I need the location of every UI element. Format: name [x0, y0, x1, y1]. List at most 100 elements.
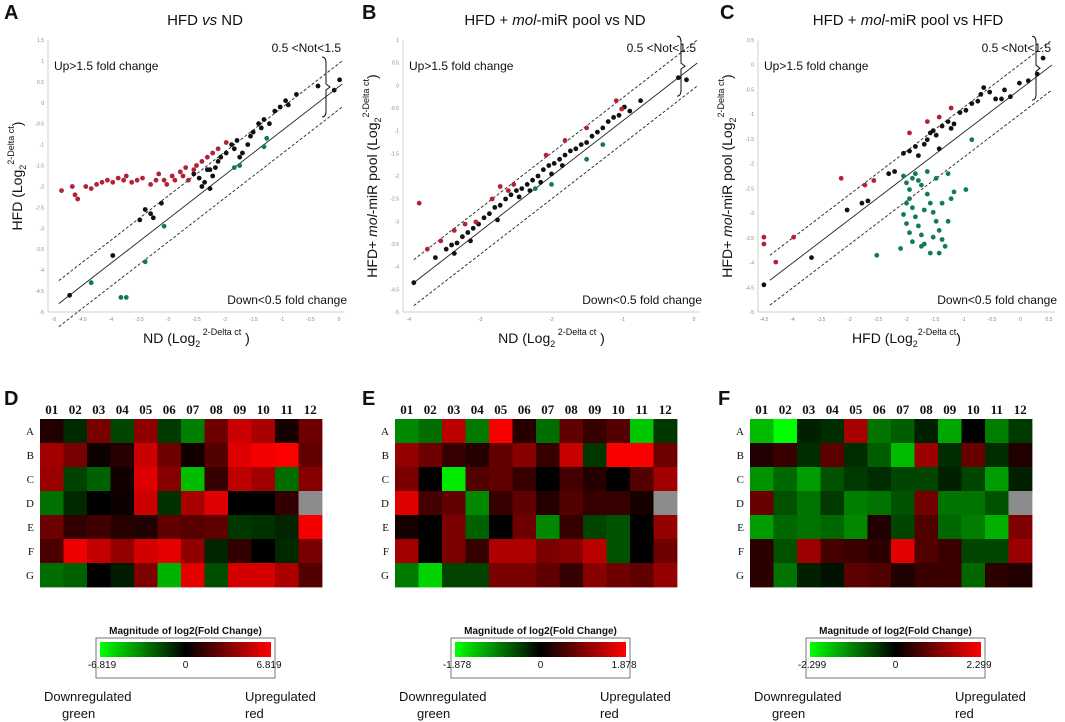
- heatmap-cell: [536, 515, 560, 540]
- heatmap-cell: [489, 515, 513, 540]
- downregulated-point: [123, 295, 129, 300]
- unchanged-point: [285, 102, 291, 108]
- heatmap-row-label: G: [381, 570, 389, 582]
- y-tick-label: -0.5: [35, 122, 44, 128]
- y-tick-label: -4.5: [745, 285, 754, 291]
- heatmap-cell: [418, 539, 443, 564]
- unchanged-point: [1025, 78, 1031, 84]
- y-tick-label: -1.5: [745, 137, 754, 143]
- heatmap-column-label: 02: [69, 402, 82, 417]
- x-tick-label: -4: [109, 317, 114, 323]
- heatmap-cell: [938, 515, 962, 540]
- heatmap-cell: [797, 491, 821, 516]
- downregulated-point: [927, 250, 933, 256]
- upregulated-point: [83, 184, 89, 189]
- unchanged-point: [204, 167, 210, 173]
- heatmap-cell: [110, 443, 135, 468]
- upregulated-point: [424, 246, 430, 252]
- unchanged-point: [568, 148, 573, 154]
- legend-frame: [805, 637, 986, 679]
- unchanged-point: [527, 188, 533, 194]
- unchanged-point: [616, 112, 622, 118]
- legend-max: 1.878: [611, 660, 636, 671]
- heatmap-cell: [40, 443, 64, 468]
- downregulated-point: [939, 200, 945, 206]
- heatmap-cell: [630, 539, 654, 564]
- heatmap-cell: [465, 419, 490, 444]
- unchanged-point: [202, 179, 208, 185]
- heatmap-cell: [536, 539, 560, 564]
- downregulated-point: [264, 135, 270, 141]
- heatmap-cell: [228, 563, 252, 588]
- upregulated-point: [110, 179, 116, 185]
- annotation-up: Up>1.5 fold change: [764, 59, 869, 73]
- downregulated-point: [945, 218, 951, 224]
- legend-color-bar: [455, 642, 626, 657]
- downregulated-point: [930, 209, 936, 215]
- unchanged-point: [589, 133, 595, 139]
- unchanged-point: [258, 125, 264, 131]
- heatmap-cell: [489, 443, 513, 468]
- heatmap-cell: [298, 491, 323, 516]
- heatmap-cell: [465, 491, 490, 516]
- heatmap-cell: [181, 419, 205, 444]
- unchanged-point: [1002, 87, 1007, 93]
- upregulated-point: [94, 182, 99, 187]
- legend-min: -6.819: [88, 660, 117, 671]
- unchanged-point: [987, 89, 993, 95]
- heatmap-cell: [773, 515, 798, 540]
- heatmap-row-label: D: [736, 498, 744, 510]
- upregulated-point: [473, 219, 479, 225]
- downregulated-point: [924, 191, 930, 197]
- heatmap-cell: [40, 563, 64, 588]
- heatmap-cell: [773, 563, 798, 588]
- legend-up-label: Upregulated: [955, 689, 1026, 704]
- heatmap-cell: [395, 443, 419, 468]
- y-tick-label: 0: [751, 63, 754, 69]
- y-tick-label: -2: [750, 162, 755, 168]
- heatmap-cell: [275, 515, 299, 540]
- heatmap-cell: [275, 491, 299, 516]
- downregulated-point: [924, 169, 930, 174]
- heatmap-cell: [275, 467, 299, 492]
- upregulated-point: [416, 200, 422, 206]
- upregulated-point: [451, 228, 457, 233]
- downregulated-point: [910, 175, 915, 181]
- unchanged-point: [148, 211, 154, 217]
- heatmap-cell: [536, 491, 560, 516]
- y-tick-label: 0: [396, 83, 399, 89]
- unchanged-point: [443, 246, 449, 252]
- heatmap-column-label: 01: [755, 402, 768, 417]
- upregulated-point: [489, 196, 495, 202]
- heatmap-cell: [938, 419, 962, 444]
- unchanged-point: [530, 177, 535, 183]
- heatmap-cell: [914, 467, 939, 492]
- heatmap-cell: [157, 443, 182, 468]
- downregulated-point: [936, 228, 942, 233]
- heatmap-row-label: F: [28, 546, 34, 558]
- unchanged-point: [993, 96, 998, 102]
- heatmap-cell: [583, 443, 607, 468]
- heatmap-cell: [797, 539, 821, 564]
- heatmap-cell: [559, 419, 584, 444]
- heatmap-cell: [653, 467, 678, 492]
- heatmap-cell: [750, 419, 774, 444]
- heatmap-cell: [820, 515, 845, 540]
- heatmap-cell: [489, 419, 513, 444]
- unchanged-point: [495, 217, 500, 223]
- annotation-down: Down<0.5 fold change: [582, 293, 702, 307]
- unchanged-point: [516, 194, 522, 200]
- heatmap-cell: [867, 491, 892, 516]
- legend-title: Magnitude of log2(Fold Change): [109, 626, 262, 637]
- unchanged-point: [245, 142, 251, 147]
- heatmap-cell: [442, 515, 466, 540]
- heatmap-cell: [40, 419, 64, 444]
- unchanged-point: [210, 173, 216, 179]
- unchanged-point: [142, 207, 148, 212]
- heatmap-column-label: 11: [991, 402, 1003, 417]
- x-tick-label: 0.5: [1046, 317, 1053, 323]
- heatmap-cell: [985, 515, 1009, 540]
- unchanged-point: [924, 137, 930, 143]
- heatmap-cell: [750, 467, 774, 492]
- upregulated-point: [562, 138, 568, 143]
